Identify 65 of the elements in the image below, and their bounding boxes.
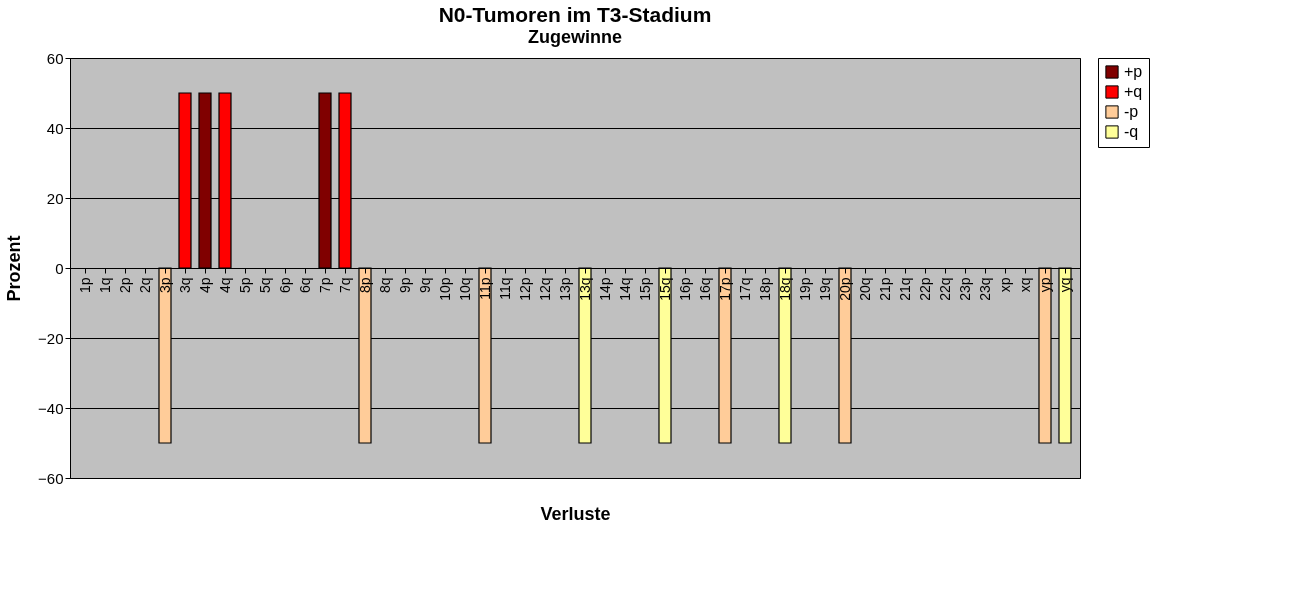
x-tick-label: 11p (476, 277, 493, 300)
x-tick-label: 5p (236, 277, 253, 294)
x-tick-label: 23p (956, 277, 973, 301)
x-tick-label: 1q (96, 277, 113, 294)
x-tick-label: 6p (276, 277, 293, 294)
y-tick-label: 40 (46, 119, 64, 137)
x-tick-label: 9p (396, 277, 413, 294)
chart-title: N0-Tumoren im T3-Stadium (438, 3, 712, 26)
x-tick-label: 22q (936, 277, 953, 301)
x-tick-label: 14q (616, 277, 633, 301)
y-tick-label: −60 (38, 469, 64, 487)
x-tick-label: 2q (136, 277, 153, 294)
x-tick-label: 2p (116, 277, 133, 294)
x-tick-label: 10q (456, 277, 473, 301)
x-tick-label: 4p (196, 277, 213, 294)
x-tick-label: 7p (316, 277, 333, 294)
x-tick-label: yq (1056, 277, 1073, 293)
x-axis-title: Verluste (540, 503, 611, 524)
legend-label: -q (1124, 123, 1139, 140)
x-tick-label: 18p (756, 277, 773, 301)
y-tick-label: −40 (38, 399, 64, 417)
x-tick-label: 4q (216, 277, 233, 294)
y-tick-label: 20 (46, 189, 64, 207)
x-tick-label: 13q (576, 277, 593, 301)
x-tick-label: 1p (76, 277, 93, 294)
y-tick-label: 60 (46, 49, 64, 67)
x-tick-label: 6q (296, 277, 313, 294)
x-tick-label: 12q (536, 277, 553, 301)
x-tick-label: 3q (176, 277, 193, 294)
x-tick-label: yp (1036, 277, 1053, 293)
y-tick-label: 0 (55, 259, 64, 277)
x-tick-label: 16p (676, 277, 693, 301)
x-tick-label: 9q (416, 277, 433, 294)
x-tick-label: 8q (376, 277, 393, 294)
x-tick-label: 23q (976, 277, 993, 301)
x-tick-label: 20q (856, 277, 873, 301)
x-tick-label: 17p (716, 277, 733, 301)
x-tick-label: 19q (816, 277, 833, 301)
x-tick-label: 15q (656, 277, 673, 301)
x-tick-label: 19p (796, 277, 813, 301)
x-tick-label: 11q (496, 277, 513, 300)
x-tick-label: 13p (556, 277, 573, 301)
x-tick-label: 10p (436, 277, 453, 301)
legend-label: +p (1124, 63, 1143, 80)
chart-subtitle: Zugewinne (528, 27, 622, 47)
x-tick-label: 7q (336, 277, 353, 294)
x-tick-label: 15p (636, 277, 653, 301)
x-tick-label: 17q (736, 277, 753, 301)
x-tick-label: xq (1016, 277, 1033, 293)
x-tick-label: 8p (356, 277, 373, 294)
x-tick-label: 21p (876, 277, 893, 301)
legend-label: -p (1124, 103, 1139, 120)
x-tick-label: 21q (896, 277, 913, 301)
x-tick-label: 16q (696, 277, 713, 301)
x-tick-label: 12p (516, 277, 533, 301)
x-tick-label: xp (996, 277, 1013, 293)
x-tick-label: 18q (776, 277, 793, 301)
x-tick-label: 14p (596, 277, 613, 301)
legend-label: +q (1124, 83, 1143, 100)
x-tick-label: 5q (256, 277, 273, 294)
y-tick-label: −20 (38, 329, 64, 347)
y-axis-title: Prozent (4, 235, 25, 302)
x-tick-label: 22p (916, 277, 933, 301)
x-tick-label: 20p (836, 277, 853, 301)
x-tick-label: 3p (156, 277, 173, 294)
